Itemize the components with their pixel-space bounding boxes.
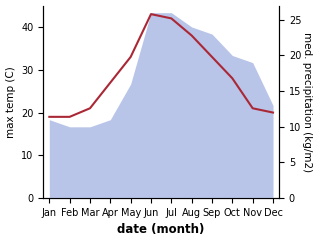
Y-axis label: max temp (C): max temp (C): [5, 66, 16, 138]
X-axis label: date (month): date (month): [117, 223, 205, 236]
Y-axis label: med. precipitation (kg/m2): med. precipitation (kg/m2): [302, 32, 313, 172]
